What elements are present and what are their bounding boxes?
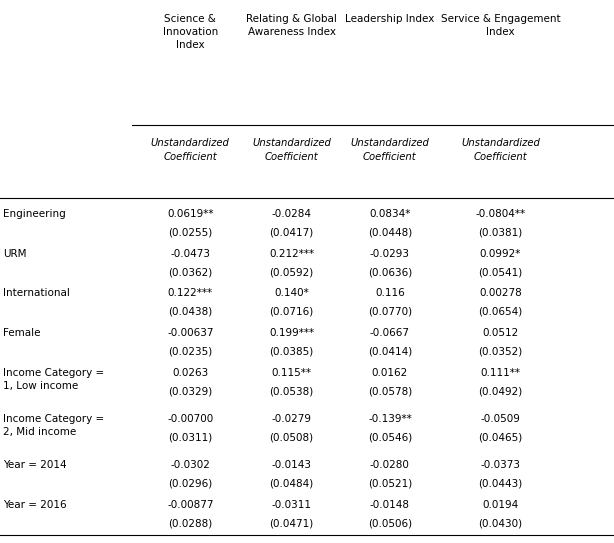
Text: (0.0578): (0.0578): [368, 386, 412, 396]
Text: Year = 2016: Year = 2016: [3, 500, 67, 509]
Text: Unstandardized
Coefficient: Unstandardized Coefficient: [461, 138, 540, 162]
Text: (0.0448): (0.0448): [368, 228, 412, 237]
Text: 0.0834*: 0.0834*: [369, 209, 411, 219]
Text: (0.0538): (0.0538): [270, 386, 314, 396]
Text: Unstandardized
Coefficient: Unstandardized Coefficient: [252, 138, 331, 162]
Text: (0.0430): (0.0430): [478, 518, 523, 528]
Text: -0.0302: -0.0302: [171, 460, 210, 470]
Text: -0.00877: -0.00877: [167, 500, 214, 509]
Text: -0.0143: -0.0143: [271, 460, 312, 470]
Text: (0.0352): (0.0352): [478, 346, 523, 356]
Text: Income Category =
2, Mid income: Income Category = 2, Mid income: [3, 414, 104, 437]
Text: (0.0484): (0.0484): [270, 478, 314, 488]
Text: 0.140*: 0.140*: [274, 288, 309, 298]
Text: (0.0506): (0.0506): [368, 518, 412, 528]
Text: (0.0362): (0.0362): [168, 267, 212, 277]
Text: (0.0443): (0.0443): [478, 478, 523, 488]
Text: Relating & Global
Awareness Index: Relating & Global Awareness Index: [246, 14, 337, 37]
Text: (0.0770): (0.0770): [368, 307, 412, 317]
Text: Female: Female: [3, 328, 41, 338]
Text: 0.212***: 0.212***: [269, 249, 314, 258]
Text: Unstandardized
Coefficient: Unstandardized Coefficient: [351, 138, 429, 162]
Text: (0.0417): (0.0417): [270, 228, 314, 237]
Text: (0.0654): (0.0654): [478, 307, 523, 317]
Text: -0.0148: -0.0148: [370, 500, 410, 509]
Text: 0.199***: 0.199***: [269, 328, 314, 338]
Text: (0.0546): (0.0546): [368, 432, 412, 442]
Text: 0.0619**: 0.0619**: [167, 209, 214, 219]
Text: 0.0512: 0.0512: [482, 328, 519, 338]
Text: Science &
Innovation
Index: Science & Innovation Index: [163, 14, 218, 50]
Text: 0.115**: 0.115**: [271, 368, 312, 377]
Text: Income Category =
1, Low income: Income Category = 1, Low income: [3, 368, 104, 391]
Text: -0.00637: -0.00637: [167, 328, 214, 338]
Text: Unstandardized
Coefficient: Unstandardized Coefficient: [151, 138, 230, 162]
Text: Leadership Index: Leadership Index: [345, 14, 435, 23]
Text: 0.0194: 0.0194: [482, 500, 519, 509]
Text: Year = 2014: Year = 2014: [3, 460, 67, 470]
Text: URM: URM: [3, 249, 26, 258]
Text: 0.111**: 0.111**: [480, 368, 521, 377]
Text: (0.0492): (0.0492): [478, 386, 523, 396]
Text: (0.0465): (0.0465): [478, 432, 523, 442]
Text: (0.0235): (0.0235): [168, 346, 212, 356]
Text: Engineering: Engineering: [3, 209, 66, 219]
Text: -0.00700: -0.00700: [167, 414, 214, 424]
Text: (0.0592): (0.0592): [270, 267, 314, 277]
Text: -0.0804**: -0.0804**: [475, 209, 526, 219]
Text: -0.139**: -0.139**: [368, 414, 412, 424]
Text: (0.0508): (0.0508): [270, 432, 314, 442]
Text: (0.0438): (0.0438): [168, 307, 212, 317]
Text: 0.122***: 0.122***: [168, 288, 213, 298]
Text: (0.0311): (0.0311): [168, 432, 212, 442]
Text: (0.0414): (0.0414): [368, 346, 412, 356]
Text: (0.0296): (0.0296): [168, 478, 212, 488]
Text: -0.0311: -0.0311: [271, 500, 312, 509]
Text: (0.0541): (0.0541): [478, 267, 523, 277]
Text: Service & Engagement
Index: Service & Engagement Index: [441, 14, 560, 37]
Text: (0.0521): (0.0521): [368, 478, 412, 488]
Text: -0.0284: -0.0284: [271, 209, 312, 219]
Text: -0.0667: -0.0667: [370, 328, 410, 338]
Text: (0.0288): (0.0288): [168, 518, 212, 528]
Text: (0.0716): (0.0716): [270, 307, 314, 317]
Text: (0.0636): (0.0636): [368, 267, 412, 277]
Text: 0.00278: 0.00278: [479, 288, 522, 298]
Text: -0.0509: -0.0509: [481, 414, 520, 424]
Text: 0.0992*: 0.0992*: [480, 249, 521, 258]
Text: -0.0473: -0.0473: [170, 249, 211, 258]
Text: (0.0255): (0.0255): [168, 228, 212, 237]
Text: (0.0385): (0.0385): [270, 346, 314, 356]
Text: (0.0471): (0.0471): [270, 518, 314, 528]
Text: 0.0263: 0.0263: [172, 368, 209, 377]
Text: -0.0373: -0.0373: [480, 460, 521, 470]
Text: -0.0279: -0.0279: [271, 414, 312, 424]
Text: 0.0162: 0.0162: [371, 368, 408, 377]
Text: International: International: [3, 288, 70, 298]
Text: (0.0381): (0.0381): [478, 228, 523, 237]
Text: -0.0293: -0.0293: [370, 249, 410, 258]
Text: -0.0280: -0.0280: [370, 460, 410, 470]
Text: 0.116: 0.116: [375, 288, 405, 298]
Text: (0.0329): (0.0329): [168, 386, 212, 396]
